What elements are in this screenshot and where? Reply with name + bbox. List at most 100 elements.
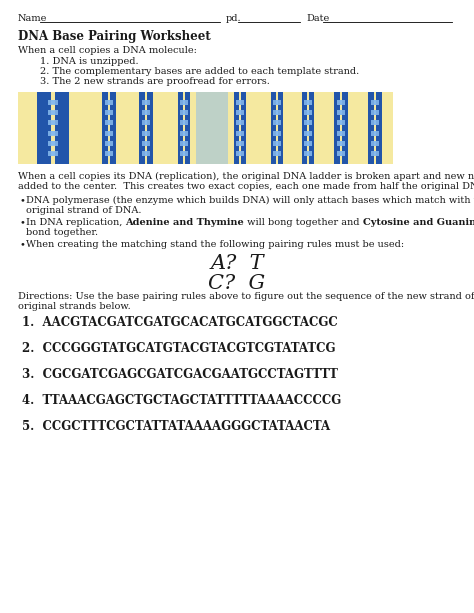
Bar	[183, 151, 185, 156]
Bar	[371, 100, 376, 105]
Bar	[18, 92, 393, 164]
Text: will bong together and: will bong together and	[244, 218, 363, 227]
Text: Name: Name	[18, 14, 47, 23]
Bar	[145, 131, 147, 135]
Bar	[307, 101, 309, 104]
Bar	[47, 110, 53, 115]
Bar	[239, 142, 241, 145]
Bar	[271, 92, 276, 164]
Bar	[273, 100, 278, 105]
Bar	[371, 141, 376, 146]
Bar	[340, 131, 345, 135]
Bar	[307, 131, 312, 135]
Bar	[180, 151, 185, 156]
Bar	[340, 100, 345, 105]
Text: DNA polymerase (the enzyme which builds DNA) will only attach bases which match : DNA polymerase (the enzyme which builds …	[26, 196, 474, 205]
Bar	[183, 151, 188, 156]
Bar	[265, 92, 289, 164]
Bar	[368, 92, 374, 164]
Bar	[342, 92, 348, 164]
Bar	[183, 100, 188, 105]
Bar	[371, 151, 376, 156]
Bar	[239, 151, 241, 156]
Bar	[142, 120, 147, 125]
Bar	[105, 120, 109, 125]
Bar	[278, 92, 283, 164]
Bar	[178, 92, 183, 164]
Bar	[307, 142, 309, 145]
Bar	[142, 131, 147, 135]
Bar	[374, 100, 379, 105]
Bar	[307, 100, 312, 105]
Text: added to the center.  This creates two exact copies, each one made from half the: added to the center. This creates two ex…	[18, 182, 474, 191]
Bar	[54, 141, 58, 146]
Bar	[301, 92, 307, 164]
Bar	[273, 151, 278, 156]
Bar	[309, 92, 314, 164]
Bar	[110, 92, 116, 164]
Bar	[236, 131, 241, 135]
Bar	[337, 100, 342, 105]
Bar	[239, 141, 244, 146]
Bar	[95, 92, 122, 164]
Bar	[139, 92, 145, 164]
Bar	[234, 92, 239, 164]
Bar	[185, 92, 190, 164]
Bar	[146, 110, 150, 115]
Bar	[340, 121, 342, 125]
Bar	[108, 151, 113, 156]
Bar	[276, 121, 278, 125]
Bar	[304, 131, 309, 135]
Bar	[376, 92, 382, 164]
Bar	[142, 100, 147, 105]
Bar	[54, 120, 58, 125]
Bar	[146, 151, 150, 156]
Text: When creating the matching stand the following pairing rules must be used:: When creating the matching stand the fol…	[26, 240, 404, 249]
Bar	[371, 110, 376, 115]
Bar	[273, 110, 278, 115]
Bar	[55, 92, 69, 164]
Text: 3.  CGCGATCGAGCGATCGACGAATGCCTAGTTTT: 3. CGCGATCGAGCGATCGACGAATGCCTAGTTTT	[22, 368, 338, 381]
Bar	[374, 121, 376, 125]
Bar	[239, 110, 241, 115]
Bar	[307, 151, 309, 156]
Bar	[276, 120, 281, 125]
Bar	[241, 92, 246, 164]
Bar	[340, 101, 342, 104]
Text: Date: Date	[306, 14, 329, 23]
Text: 5.  CCGCTTTCGCTATTATAAAAGGGCTATAACTA: 5. CCGCTTTCGCTATTATAAAAGGGCTATAACTA	[22, 420, 330, 433]
Bar	[307, 110, 309, 115]
Bar	[108, 131, 110, 135]
Bar	[180, 110, 185, 115]
Bar	[340, 141, 345, 146]
Text: 2.  CCCGGGTATGCATGTACGTACGTCGTATATCG: 2. CCCGGGTATGCATGTACGTACGTCGTATATCG	[22, 342, 336, 355]
Text: 1.  AACGTACGATCGATGCACATGCATGGCTACGC: 1. AACGTACGATCGATGCACATGCATGGCTACGC	[22, 316, 338, 329]
Text: When a cell copies its DNA (replication), the original DNA ladder is broken apar: When a cell copies its DNA (replication)…	[18, 172, 474, 181]
Bar	[304, 100, 309, 105]
Bar	[47, 131, 53, 135]
Bar	[47, 141, 53, 146]
Bar	[276, 141, 281, 146]
Bar	[374, 110, 379, 115]
Bar	[180, 120, 185, 125]
Bar	[236, 110, 241, 115]
Text: 3. The 2 new strands are proofread for errors.: 3. The 2 new strands are proofread for e…	[40, 77, 270, 86]
Bar	[51, 131, 55, 135]
Bar	[276, 110, 278, 115]
Bar	[146, 131, 150, 135]
Bar	[142, 110, 147, 115]
Bar	[307, 141, 312, 146]
Bar	[108, 110, 110, 115]
Bar	[183, 131, 185, 135]
Text: A?  T: A? T	[210, 254, 264, 273]
Text: •: •	[20, 240, 26, 249]
Bar	[337, 120, 342, 125]
Bar	[273, 131, 278, 135]
Text: pd.: pd.	[226, 14, 242, 23]
Bar	[108, 141, 113, 146]
Bar	[307, 121, 309, 125]
Bar	[371, 120, 376, 125]
Text: DNA Base Pairing Worksheet: DNA Base Pairing Worksheet	[18, 30, 211, 43]
Bar	[108, 110, 113, 115]
Bar	[51, 121, 55, 125]
